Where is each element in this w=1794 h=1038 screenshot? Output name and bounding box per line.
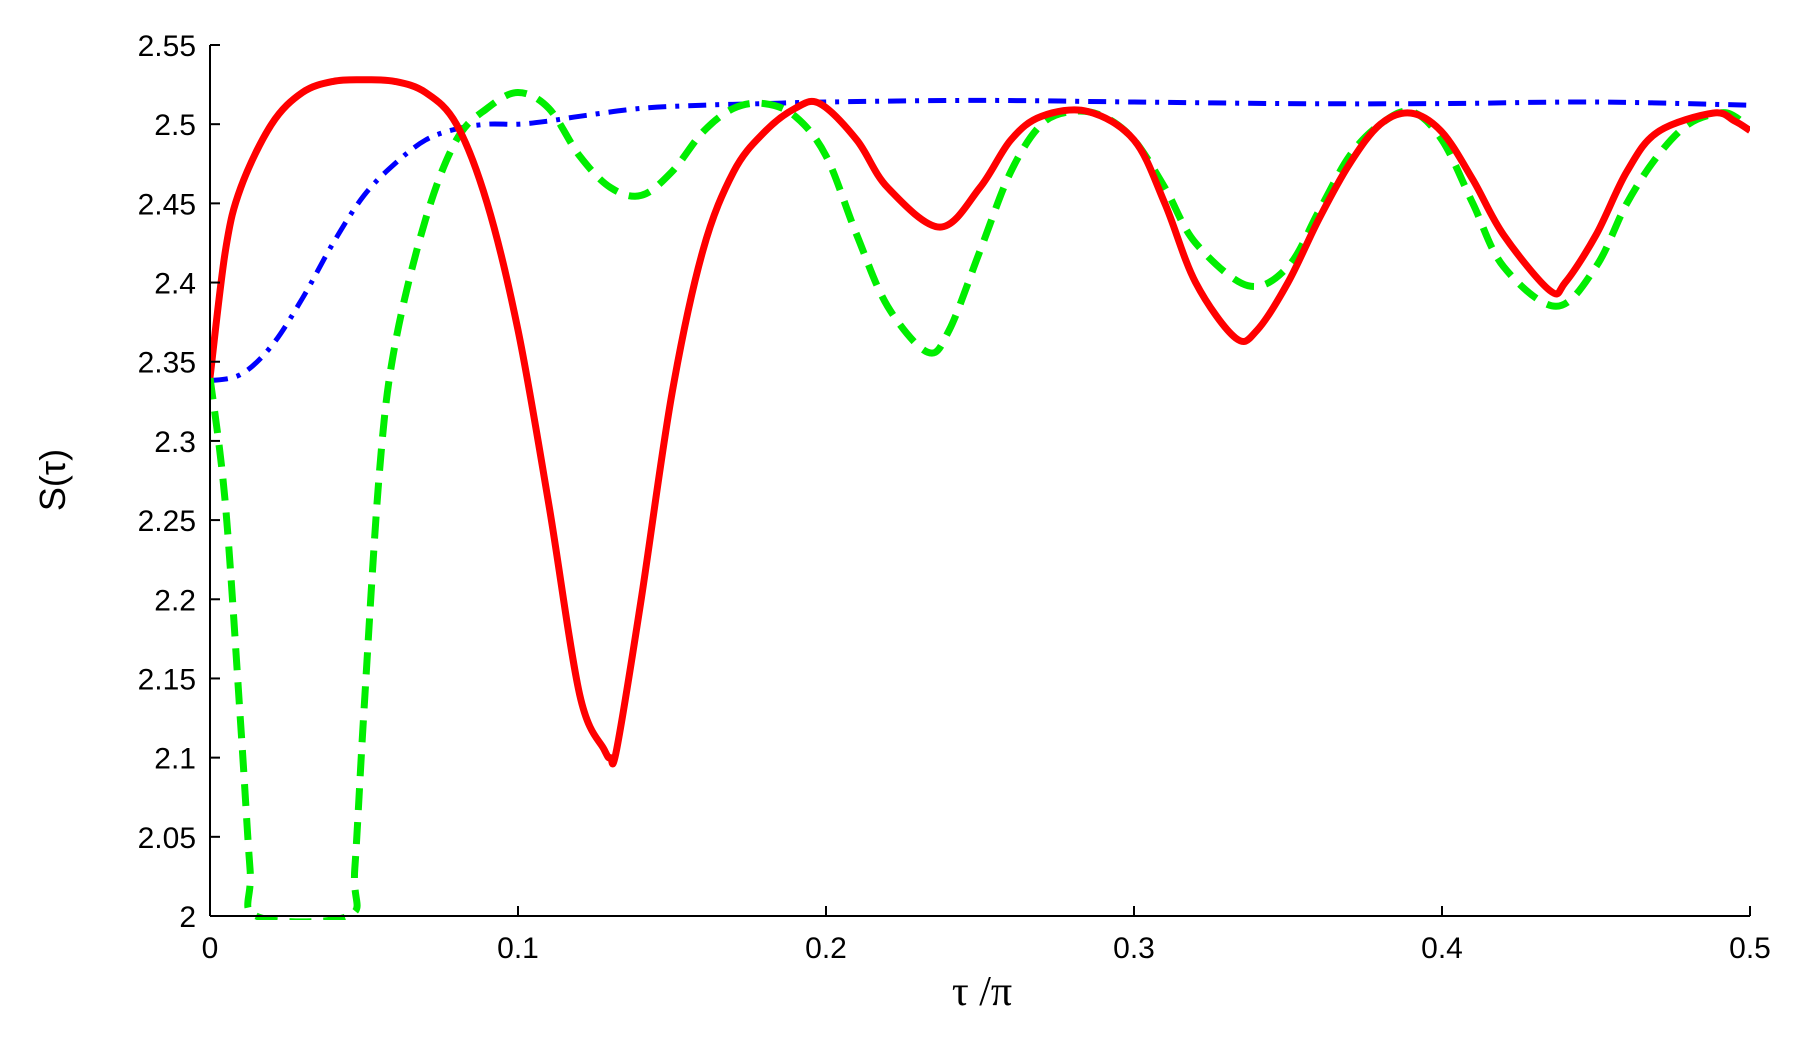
series-layer	[210, 76, 1750, 920]
y-tick-label: 2.4	[154, 268, 196, 301]
y-tick-label: 2.55	[138, 30, 196, 63]
y-tick-label: 2.1	[154, 743, 196, 776]
series-line-dashdot	[210, 97, 1750, 384]
x-tick-label: 0.2	[805, 932, 847, 965]
y-tick-label: 2.15	[138, 663, 196, 696]
ticks: 0 0.1 0.2 0.3 0.4 0.5 2 2.05 2.1 2.15 2.2 2.25 2.3 2.…	[138, 30, 1771, 965]
x-axis-label: τ /π	[952, 969, 1012, 1015]
x-tick-label: 0.4	[1421, 932, 1463, 965]
x-tick-label: 0.5	[1729, 932, 1771, 965]
series-line-solid	[210, 76, 1750, 768]
y-tick-label: 2.05	[138, 822, 196, 855]
y-tick-label: 2.35	[138, 347, 196, 380]
y-tick-label: 2.5	[154, 109, 196, 142]
y-axis-label: S(τ)	[32, 449, 73, 511]
x-tick-label: 0.1	[497, 932, 539, 965]
axes	[209, 45, 1750, 917]
y-tick-label: 2.45	[138, 188, 196, 221]
x-tick-label: 0.3	[1113, 932, 1155, 965]
y-tick-label: 2.2	[154, 584, 196, 617]
x-tick-label: 0	[202, 932, 219, 965]
y-tick-label: 2.3	[154, 426, 196, 459]
y-tick-label: 2.25	[138, 505, 196, 538]
series-line-dashed	[210, 89, 1750, 920]
y-tick-label: 2	[179, 901, 196, 934]
